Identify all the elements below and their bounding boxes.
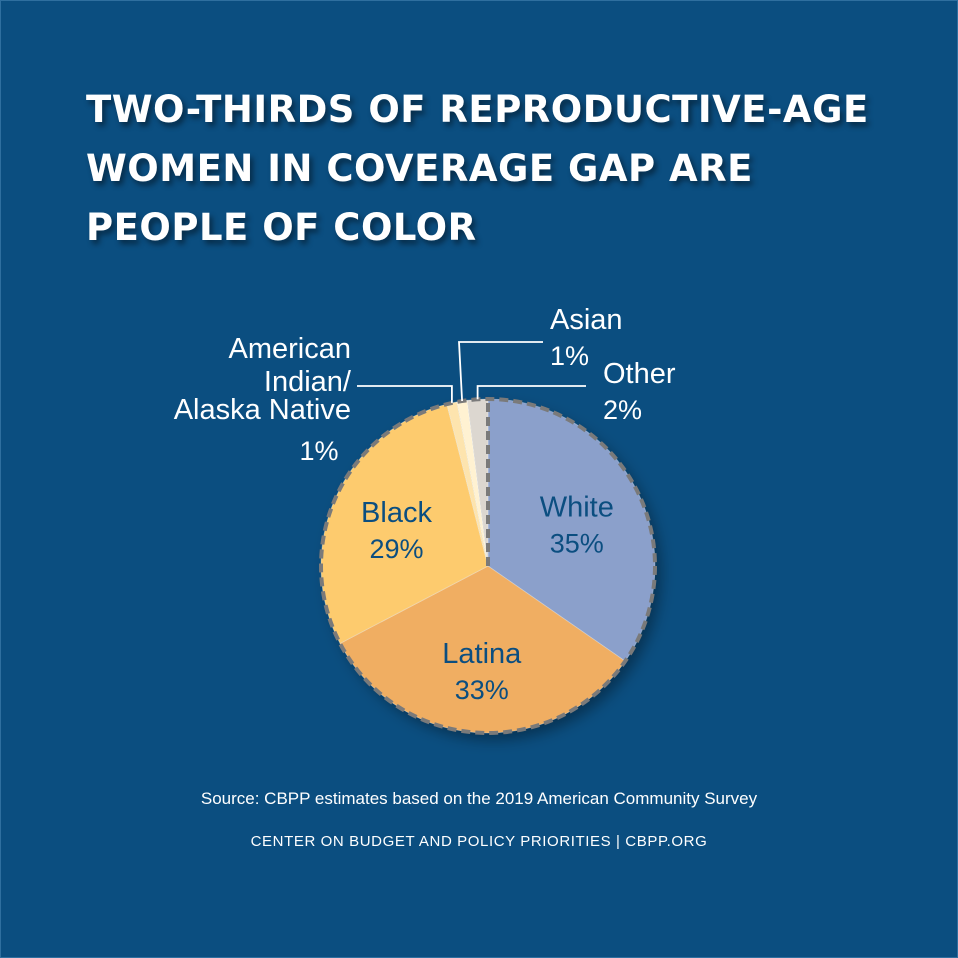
pie-dashed-outline (319, 397, 657, 735)
slice-value-black: 29% (369, 534, 423, 564)
title-line-1: TWO-THIRDS OF REPRODUCTIVE-AGE (86, 88, 869, 131)
slice-label-american-indian-line-2: Indian/ (264, 366, 352, 398)
slice-label-latina: Latina (442, 638, 522, 670)
slice-value-asian: 1% (550, 341, 589, 371)
chart-title: TWO-THIRDS OF REPRODUCTIVE-AGE WOMEN IN … (86, 80, 926, 257)
leader-line-american-indian (357, 385, 453, 403)
slice-label-asian: Asian (550, 304, 623, 336)
title-line-3: PEOPLE OF COLOR (86, 206, 477, 249)
slice-value-white: 35% (550, 529, 604, 559)
title-line-2: WOMEN IN COVERAGE GAP ARE (86, 147, 753, 190)
source-note: Source: CBPP estimates based on the 2019… (200, 789, 758, 808)
slice-label-other: Other (603, 358, 676, 390)
slice-label-black: Black (361, 497, 432, 529)
leader-line-asian (458, 341, 543, 402)
leader-line-other (476, 385, 586, 400)
slice-value-other: 2% (603, 395, 642, 425)
organization-credit: CENTER ON BUDGET AND POLICY PRIORITIES |… (250, 833, 708, 850)
slice-value-american-indian: 1% (299, 436, 338, 466)
slice-value-latina: 33% (455, 675, 509, 705)
slice-label-white: White (540, 492, 614, 524)
slice-label-american-indian-line-1: American (229, 333, 352, 365)
slice-label-american-indian-line-3: Alaska Native (174, 394, 351, 426)
